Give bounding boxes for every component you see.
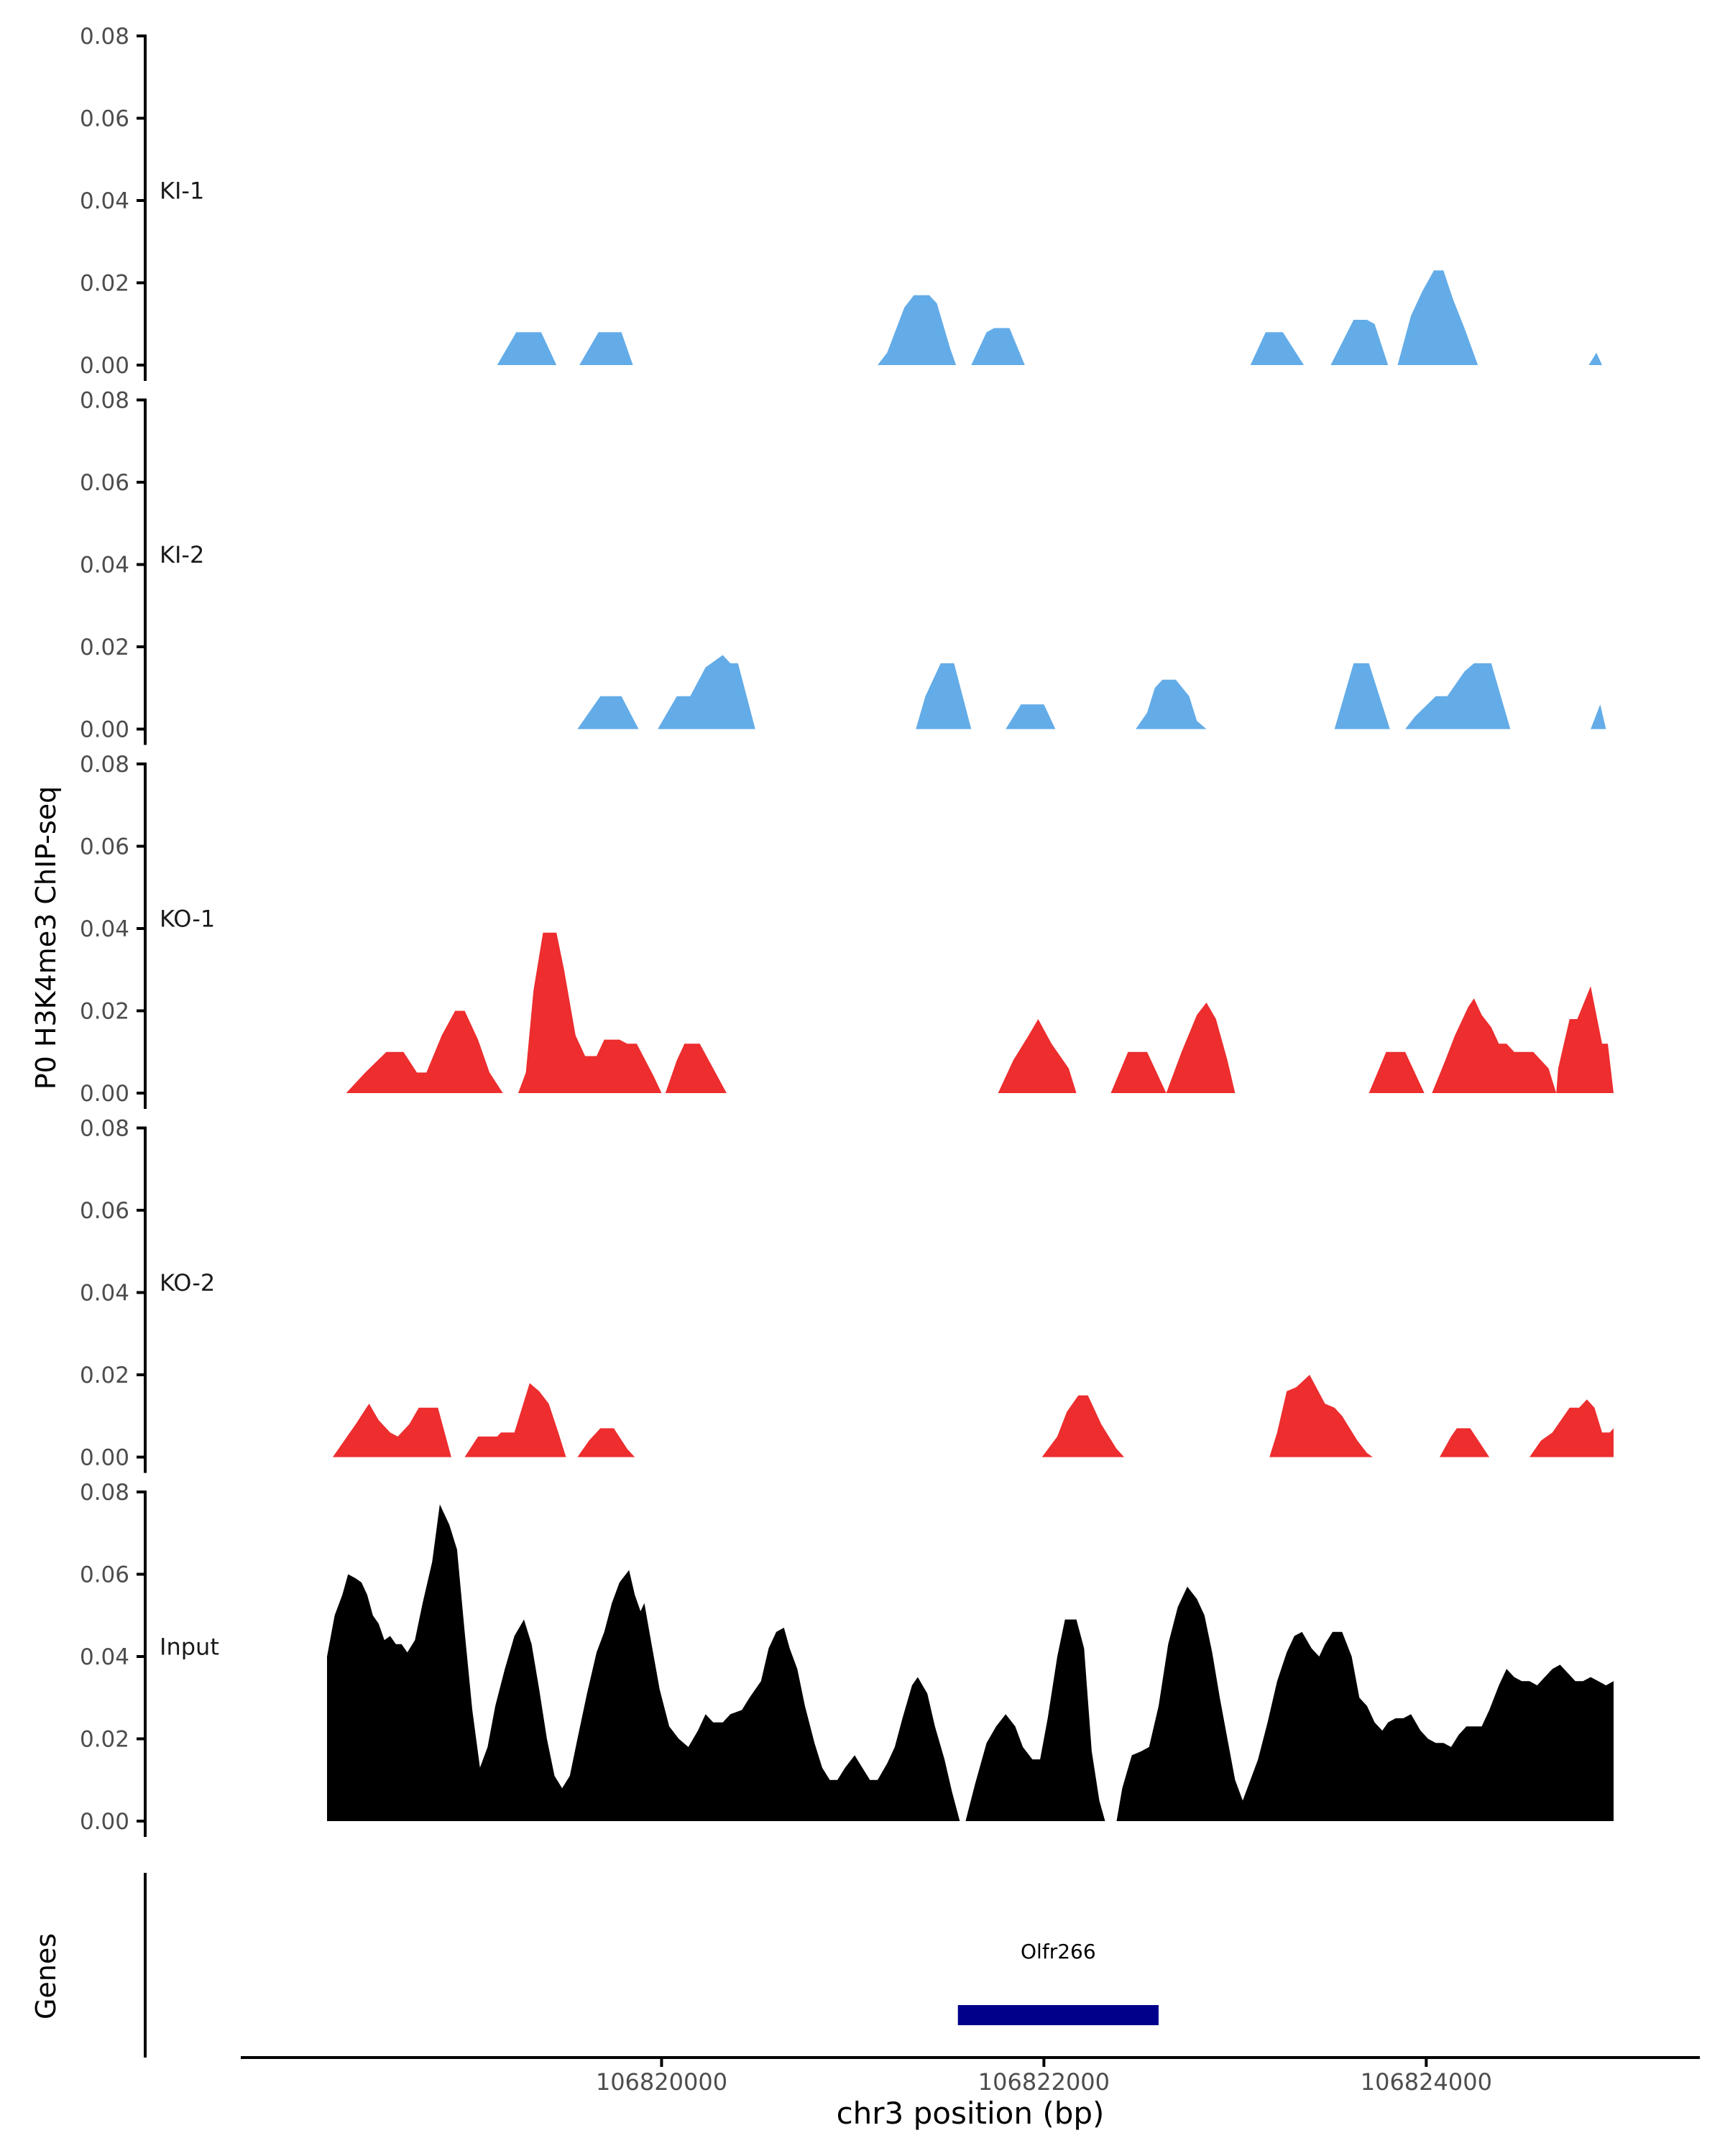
y-tick-label: 0.00	[80, 1081, 129, 1107]
y-tick-label: 0.04	[80, 1281, 129, 1307]
y-tick-label: 0.02	[80, 635, 129, 660]
track-label: KO-1	[160, 905, 215, 932]
track-label: KI-2	[160, 541, 204, 568]
x-tick-label: 106822000	[978, 2068, 1110, 2096]
track-label: KO-2	[160, 1269, 215, 1296]
track-ki-1: 0.00 0.02 0.04 0.06 0.08 KI-1	[80, 24, 1602, 381]
y-tick-label: 0.08	[80, 1116, 129, 1142]
y-tick-label: 0.00	[80, 1809, 129, 1835]
x-tick-label: 106824000	[1361, 2068, 1492, 2096]
signal-area-ki-2	[327, 655, 1606, 729]
y-tick-label: 0.04	[80, 916, 129, 942]
track-ki-2: 0.00 0.02 0.04 0.06 0.08 KI-2	[80, 388, 1606, 745]
y-tick-label: 0.04	[80, 1644, 129, 1670]
track-ko-1: 0.00 0.02 0.04 0.06 0.08 KO-1	[80, 752, 1614, 1109]
y-tick-label: 0.08	[80, 752, 129, 778]
y-tick-label: 0.06	[80, 834, 129, 860]
track-label: Input	[160, 1633, 219, 1660]
track-input: 0.00 0.02 0.04 0.06 0.08 Input	[80, 1480, 1614, 1837]
gene-bar	[957, 2005, 1159, 2025]
y-tick-label: 0.02	[80, 1363, 129, 1388]
genes-track-label: Genes	[30, 1933, 62, 2019]
y-tick-label: 0.06	[80, 106, 129, 132]
y-tick-label: 0.08	[80, 1480, 129, 1506]
y-tick-label: 0.00	[80, 353, 129, 379]
y-tick-label: 0.04	[80, 553, 129, 579]
y-tick-label: 0.04	[80, 188, 129, 214]
signal-area-ko-2	[327, 1375, 1614, 1457]
y-axis-title: P0 H3K4me3 ChIP-seq	[30, 786, 62, 1090]
signal-area-ki-1	[327, 270, 1602, 365]
y-tick-label: 0.02	[80, 1727, 129, 1753]
x-tick-label: 106820000	[596, 2068, 727, 2096]
y-tick-label: 0.06	[80, 1562, 129, 1588]
gene-name: Olfr266	[1021, 1940, 1096, 1963]
genes-track: Genes Olfr266	[30, 1873, 1159, 2058]
track-label: KI-1	[160, 177, 204, 204]
x-axis: chr3 position (bp) 106820000 106822000 106…	[241, 2056, 1700, 2131]
x-axis-title: chr3 position (bp)	[837, 2096, 1105, 2131]
y-tick-label: 0.06	[80, 470, 129, 496]
y-tick-label: 0.08	[80, 24, 129, 50]
y-tick-label: 0.02	[80, 271, 129, 297]
track-ko-2: 0.00 0.02 0.04 0.06 0.08 KO-2	[80, 1116, 1614, 1473]
y-tick-label: 0.08	[80, 388, 129, 414]
tracks-layer: 0.00 0.02 0.04 0.06 0.08 KI-1 0.00 0.02 0.04 0.06…	[80, 24, 1614, 1837]
y-tick-label: 0.00	[80, 717, 129, 743]
y-tick-label: 0.06	[80, 1198, 129, 1224]
y-tick-label: 0.00	[80, 1445, 129, 1471]
signal-area-ko-1	[327, 932, 1614, 1093]
y-tick-label: 0.02	[80, 999, 129, 1025]
signal-area-input	[327, 1504, 1614, 1821]
